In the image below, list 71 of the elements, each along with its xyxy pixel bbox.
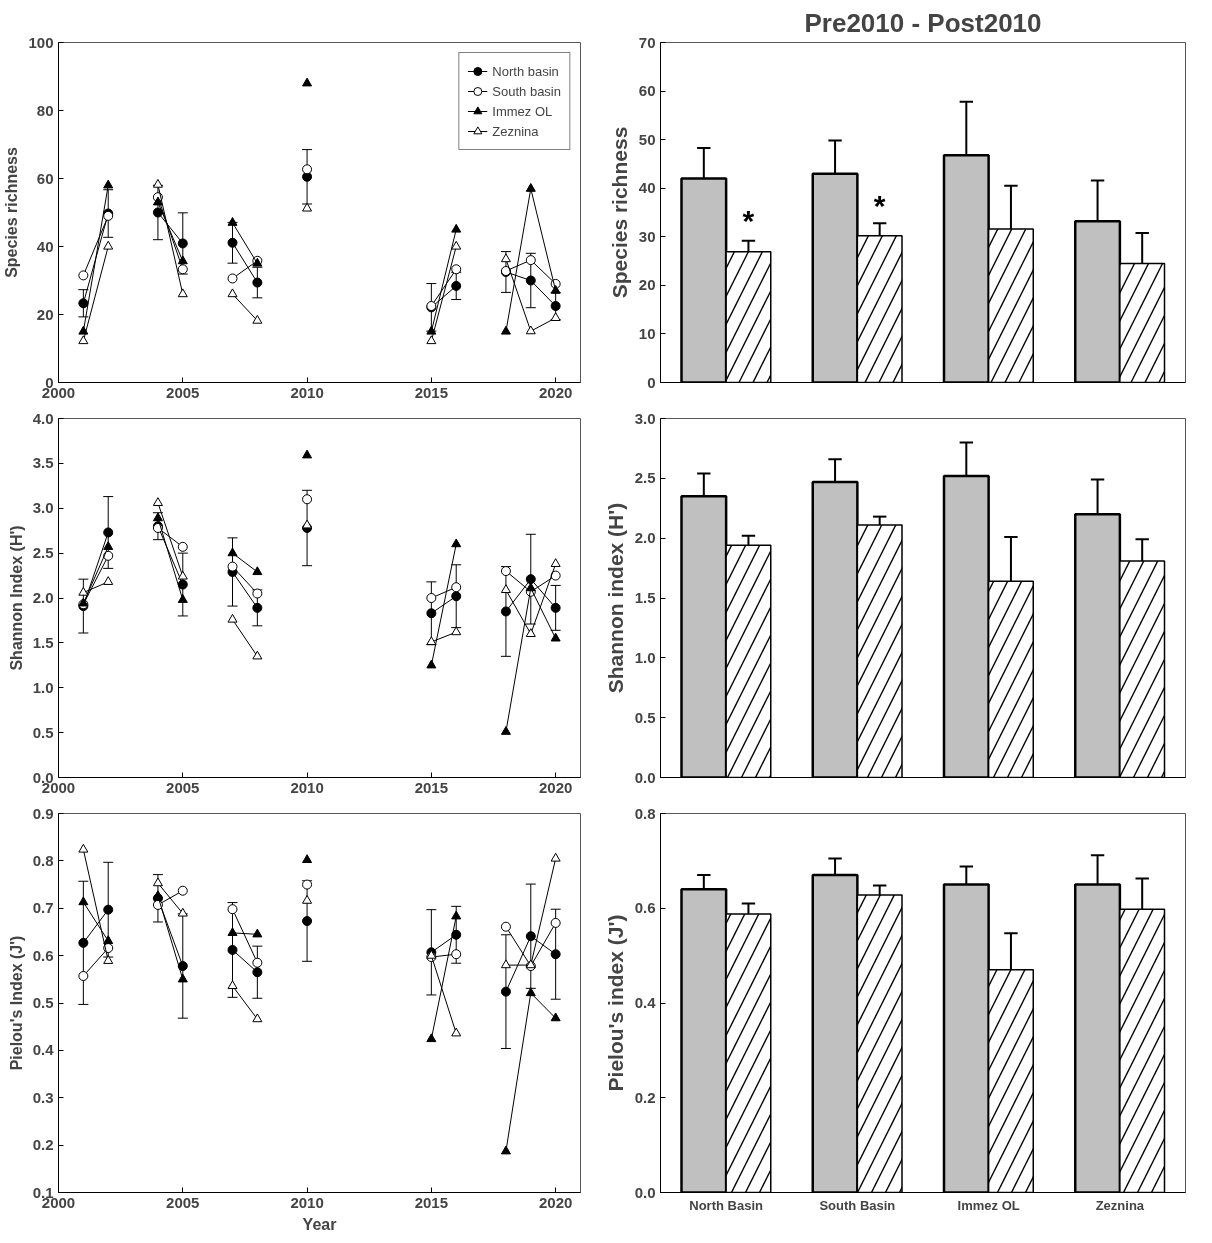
x-tick-label: Zeznina	[1095, 1197, 1145, 1213]
x-tick-label: 2010	[290, 1193, 324, 1211]
y-tick-label: 0.2	[634, 1088, 656, 1106]
y-tick-label: 60	[638, 82, 656, 100]
x-tick-label: 2015	[414, 778, 449, 796]
x-tick-label: South Basin	[819, 1197, 896, 1213]
y-tick-label: 0.4	[634, 994, 657, 1011]
x-tick-label: 2020	[538, 778, 573, 796]
y-tick-label: 0	[647, 373, 656, 391]
y-tick-label: 70	[638, 33, 656, 51]
y-tick-label: 40	[638, 179, 656, 197]
y-tick-label: 1.0	[32, 678, 54, 696]
y-tick-label: 80	[36, 101, 54, 119]
x-tick-label: 2015	[414, 1193, 449, 1211]
x-tick-label: 2010	[290, 383, 324, 401]
y-tick-label: 1.5	[32, 633, 54, 651]
y-tick-label: 100	[28, 33, 54, 51]
y-tick-label: 3.0	[634, 409, 656, 427]
y-axis-title: Species richness	[607, 126, 631, 299]
y-tick-label: 60	[36, 169, 54, 187]
x-axis-title: Year	[302, 1215, 337, 1233]
x-tick-label: 2020	[538, 1193, 573, 1211]
y-tick-label: 0.6	[32, 946, 54, 964]
x-tick-label: 2020	[538, 383, 573, 401]
x-tick-label: North Basin	[689, 1197, 764, 1213]
legend-label: Zeznina	[492, 123, 539, 139]
y-tick-label: 2.0	[634, 529, 656, 547]
y-tick-label: 0.8	[634, 804, 656, 822]
x-tick-label: 2005	[166, 778, 200, 796]
y-tick-label: 0.8	[32, 851, 54, 869]
annotation: *	[873, 189, 886, 223]
y-tick-label: 4.0	[32, 409, 54, 427]
x-tick-label: 2005	[166, 383, 200, 401]
y-tick-label: 0.7	[32, 899, 54, 917]
y-axis-title: Shannon index (H')	[603, 502, 627, 694]
y-tick-label: 2.0	[32, 589, 54, 606]
y-tick-label: 2.5	[634, 469, 656, 487]
y-tick-label: 1.5	[634, 589, 656, 606]
y-tick-label: 0.2	[32, 1136, 54, 1154]
y-axis-title: Shannon Index (H')	[7, 525, 25, 671]
y-tick-label: 2.5	[32, 544, 54, 562]
y-tick-label: 40	[36, 237, 54, 255]
y-tick-label: 0.3	[32, 1088, 54, 1106]
y-tick-label: 0.9	[32, 804, 54, 822]
y-tick-label: 30	[638, 227, 656, 245]
y-tick-label: 0.5	[32, 994, 54, 1011]
y-tick-label: 3.0	[32, 499, 54, 517]
annotation: *	[742, 203, 755, 237]
y-tick-label: 1.0	[634, 648, 656, 666]
legend-label: Immez OL	[492, 103, 553, 119]
legend-label: North basin	[492, 63, 559, 79]
y-tick-label: 20	[638, 276, 656, 294]
x-tick-label: 2015	[414, 383, 449, 401]
x-tick-label: 2005	[166, 1193, 200, 1211]
y-tick-label: 20	[36, 305, 54, 323]
legend-label: South basin	[492, 83, 561, 99]
x-tick-label: Immez OL	[957, 1197, 1020, 1213]
y-axis-title: Species richness	[3, 147, 21, 278]
y-tick-label: 0.0	[634, 768, 656, 786]
y-tick-label: 3.5	[32, 454, 54, 472]
x-tick-label: 2010	[290, 778, 324, 796]
y-tick-label: 0.5	[634, 708, 656, 726]
y-tick-label: 0.6	[634, 899, 656, 917]
y-tick-label: 50	[638, 130, 656, 148]
y-axis-title: Pielou's index (J')	[603, 914, 627, 1092]
y-tick-label: 0.0	[634, 1183, 656, 1201]
y-axis-title: Pielou's Index (J')	[7, 935, 25, 1071]
y-tick-label: 0.4	[32, 1041, 55, 1059]
y-tick-label: 0.5	[32, 723, 54, 741]
y-tick-label: 10	[638, 324, 656, 342]
chart-title: Pre2010 - Post2010	[804, 7, 1042, 38]
